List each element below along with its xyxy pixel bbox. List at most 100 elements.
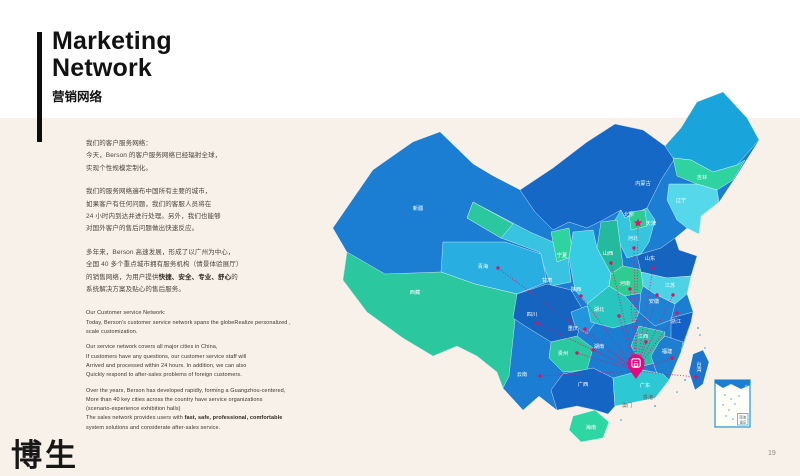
text-segment: 的 xyxy=(231,273,238,281)
text-line: If customers have any questions, our cus… xyxy=(86,353,247,360)
inset-label-line2: 诸岛 xyxy=(739,419,746,424)
city-dot xyxy=(609,261,613,265)
province-label: 河南 xyxy=(620,279,630,287)
province-label: 辽宁 xyxy=(676,196,686,204)
province-label: 澳门 xyxy=(622,401,632,409)
page-subtitle-cn: 营销网络 xyxy=(52,90,103,104)
text-line: Over the years, Berson has developed rap… xyxy=(86,387,286,394)
en-paragraph-3: Over the years, Berson has developed rap… xyxy=(86,387,321,433)
cn-paragraph-1: 我们的客户服务网络： 今天，Berson 的客户服务网络已经辐射全球， 实现个性… xyxy=(86,138,321,175)
province-label: 湖南 xyxy=(594,342,604,350)
province-tibet xyxy=(342,251,518,389)
left-text-column: 我们的客户服务网络： 今天，Berson 的客户服务网络已经辐射全球， 实现个性… xyxy=(86,138,321,439)
chinese-copy: 我们的客户服务网络： 今天，Berson 的客户服务网络已经辐射全球， 实现个性… xyxy=(86,138,321,296)
text-line: 24 小时内到达并进行处理。另外，我们也能够 xyxy=(86,213,221,221)
text-line: More than 40 key cities across the count… xyxy=(86,396,263,403)
city-dot xyxy=(535,321,539,325)
province-label: 青海 xyxy=(478,262,488,270)
province-liaoning xyxy=(666,183,720,235)
text-line: Quickly respond to after-sales problems … xyxy=(86,372,242,379)
province-zhejiang xyxy=(670,311,694,345)
text-line: 全国 40 多个重点城市拥有服务机构（情景体验展厅） xyxy=(86,261,243,269)
province-label: 重庆 xyxy=(568,324,578,332)
province-label: 广西 xyxy=(578,380,588,388)
berson-logo: 博生 xyxy=(11,438,79,473)
city-dot xyxy=(671,293,675,297)
province-label: 内蒙古 xyxy=(635,179,651,187)
route-line xyxy=(635,312,678,372)
text-line: 今天，Berson 的客户服务网络已经辐射全球， xyxy=(86,152,222,160)
keywords-bold: fast, safe, professional, comfortable xyxy=(184,415,283,422)
text-line: 我们的客户服务网络： xyxy=(86,140,152,147)
city-dot xyxy=(655,293,659,297)
route-line xyxy=(584,328,637,372)
city-dot xyxy=(651,266,655,270)
city-dot xyxy=(579,294,583,298)
text-line: 对国外客户的售后问题做出快速反应。 xyxy=(86,225,199,233)
province-gansu-west xyxy=(466,201,514,239)
city-dot xyxy=(617,314,621,318)
title-line-1: Marketing xyxy=(52,27,172,55)
city-dot xyxy=(644,340,648,344)
province-label: 西藏 xyxy=(410,288,421,296)
province-jilin xyxy=(672,157,746,191)
south-china-sea-inset: 南海 诸岛 xyxy=(714,379,751,428)
province-label: 湖北 xyxy=(594,305,605,313)
province-label: 天津 xyxy=(646,220,656,227)
province-label: 四川 xyxy=(527,311,537,318)
beijing-star xyxy=(633,218,643,227)
text-segment: The sales network provides users with xyxy=(86,415,185,422)
province-label: 福建 xyxy=(662,347,672,355)
route-line xyxy=(635,294,658,372)
text-line: system solutions and considerate after-s… xyxy=(86,424,221,431)
province-label: 台 xyxy=(696,360,701,368)
cn-paragraph-2: 我们的服务网络遍布中国所有主要的城市， 如果客户有任何问题，我们的客服人员将在 … xyxy=(86,186,321,236)
text-line: 如果客户有任何问题，我们的客服人员将在 xyxy=(86,200,212,208)
guangzhou-pin xyxy=(627,354,645,379)
city-dots xyxy=(496,218,698,379)
text-line: scale customization. xyxy=(86,329,138,336)
province-label: 安徽 xyxy=(649,297,660,305)
city-dot xyxy=(694,375,698,379)
text-line: 系统解决方案及贴心的售后服务。 xyxy=(86,286,185,294)
route-line xyxy=(633,247,637,372)
province-label: 陕西 xyxy=(571,285,581,293)
city-dot xyxy=(628,287,632,291)
province-mosaic xyxy=(342,92,759,414)
province-label: 河北 xyxy=(628,234,639,242)
text-line: The sales network provides users with fa… xyxy=(86,414,321,423)
province-label: 浙江 xyxy=(671,317,681,325)
text-line: Our Customer service Network: xyxy=(86,310,166,317)
province-label: 山东 xyxy=(645,254,655,262)
province-label: 宁夏 xyxy=(557,251,568,259)
page-number: 19 xyxy=(768,450,776,457)
province-label: 江西 xyxy=(638,333,648,340)
province-label: 北京 xyxy=(624,210,634,218)
island-hainan xyxy=(568,409,610,443)
city-dot xyxy=(496,266,500,270)
text-segment: 的销售网络，为用户提供 xyxy=(86,273,159,281)
province-label: 吉林 xyxy=(697,173,708,181)
route-line xyxy=(635,222,639,372)
text-line: Arrived and processed within 24 hours. I… xyxy=(86,362,247,369)
text-line: Today, Berson's customer service network… xyxy=(86,319,291,326)
province-label: 海南 xyxy=(586,423,596,431)
city-dot xyxy=(538,374,542,378)
top-white-band xyxy=(0,0,800,118)
city-dot xyxy=(591,348,595,352)
inset-label-line1: 南海 xyxy=(739,414,746,419)
route-line xyxy=(635,267,654,372)
city-dot xyxy=(670,356,674,360)
route-line xyxy=(618,315,637,372)
province-hubei xyxy=(586,285,640,329)
title-line-2: Network xyxy=(52,54,153,82)
english-copy: Our Customer service Network: Today, Ber… xyxy=(86,309,321,433)
text-line: Our service network covers all major cit… xyxy=(86,344,218,351)
province-guangxi xyxy=(550,367,616,414)
province-label: 湾 xyxy=(696,366,701,374)
province-label: 广东 xyxy=(640,381,650,389)
island-taiwan xyxy=(688,349,710,391)
text-line: 多年来，Berson 高速发展，形成了以广州为中心， xyxy=(86,248,235,256)
